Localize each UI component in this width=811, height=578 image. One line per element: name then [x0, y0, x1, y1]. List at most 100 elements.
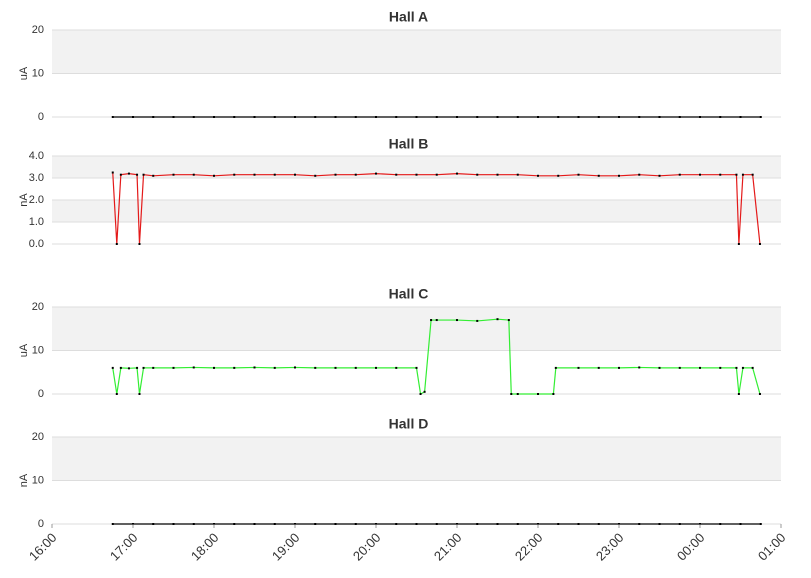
data-point: [552, 393, 555, 395]
x-tick-label: 19:00: [269, 530, 303, 564]
y-tick-label: 20: [32, 301, 44, 313]
data-point: [658, 366, 661, 369]
y-tick-label: 1.0: [29, 216, 44, 228]
data-point: [537, 116, 539, 118]
x-tick-label: 22:00: [512, 530, 546, 564]
data-point: [476, 319, 479, 322]
data-point: [719, 523, 722, 525]
data-point: [577, 523, 580, 525]
data-point: [152, 523, 155, 525]
data-point: [516, 173, 519, 176]
data-point: [111, 116, 114, 118]
data-point: [456, 319, 458, 322]
data-point: [233, 366, 236, 369]
data-point: [699, 366, 701, 369]
data-point: [577, 366, 580, 369]
data-point: [618, 174, 620, 177]
data-point: [554, 366, 557, 369]
chart-title: Hall C: [389, 286, 429, 302]
data-point: [294, 116, 296, 118]
y-tick-label: 0: [38, 518, 44, 530]
chart-title: Hall A: [389, 9, 428, 25]
data-point: [758, 393, 761, 395]
data-point: [719, 366, 722, 369]
data-point: [115, 393, 118, 395]
data-point: [294, 173, 296, 176]
data-point: [111, 366, 114, 369]
data-point: [537, 174, 539, 177]
data-point: [476, 173, 479, 176]
data-point: [375, 172, 377, 175]
data-point: [735, 173, 738, 176]
data-point: [638, 366, 641, 369]
data-point: [213, 174, 215, 177]
data-point: [192, 173, 195, 176]
data-point: [759, 116, 762, 118]
data-point: [638, 116, 641, 118]
data-point: [435, 173, 438, 176]
data-point: [739, 116, 742, 118]
data-point: [314, 116, 317, 118]
data-point: [618, 366, 620, 369]
data-point: [273, 366, 276, 369]
x-tick-label: 18:00: [188, 530, 222, 564]
data-point: [132, 116, 134, 118]
data-point: [334, 116, 337, 118]
data-point: [430, 319, 433, 322]
data-point: [119, 366, 122, 369]
data-point: [597, 174, 600, 177]
data-point: [516, 523, 519, 525]
data-point: [496, 116, 499, 118]
data-point: [496, 173, 499, 176]
y-tick-label: 20: [32, 431, 44, 443]
data-point: [557, 116, 560, 118]
data-point: [557, 523, 560, 525]
data-point: [699, 173, 701, 176]
data-point: [213, 116, 215, 118]
data-point: [127, 172, 130, 175]
data-point: [354, 116, 357, 118]
data-point: [334, 173, 337, 176]
y-tick-label: 0.0: [29, 238, 44, 250]
x-tick-label: 16:00: [26, 530, 60, 564]
plot-band: [52, 156, 781, 178]
data-point: [758, 243, 761, 245]
data-point: [751, 366, 754, 369]
data-point: [233, 173, 236, 176]
data-point: [152, 116, 155, 118]
data-point: [138, 393, 141, 395]
data-point: [334, 523, 337, 525]
data-point: [111, 523, 114, 525]
data-point: [354, 523, 357, 525]
data-point: [111, 171, 114, 174]
y-axis-label: uA: [18, 343, 30, 357]
data-point: [516, 393, 519, 395]
data-point: [476, 116, 479, 118]
data-point: [354, 366, 357, 369]
data-point: [751, 173, 754, 176]
data-point: [294, 366, 296, 369]
data-point: [253, 366, 256, 369]
data-point: [314, 523, 317, 525]
data-point: [415, 523, 418, 525]
y-tick-label: 2.0: [29, 194, 44, 206]
data-point: [152, 366, 155, 369]
data-point: [741, 366, 744, 369]
data-point: [577, 116, 580, 118]
data-point: [516, 116, 519, 118]
data-point: [737, 243, 740, 245]
y-axis-label: uA: [18, 66, 30, 80]
data-point: [273, 173, 276, 176]
plot-band: [52, 437, 781, 481]
data-point: [597, 366, 600, 369]
data-point: [127, 367, 130, 370]
data-point: [334, 366, 337, 369]
data-point: [719, 116, 722, 118]
data-point: [719, 173, 722, 176]
data-point: [415, 366, 418, 369]
data-point: [435, 116, 438, 118]
y-tick-label: 10: [32, 344, 44, 356]
data-point: [395, 366, 398, 369]
data-point: [435, 319, 438, 322]
data-point: [395, 173, 398, 176]
